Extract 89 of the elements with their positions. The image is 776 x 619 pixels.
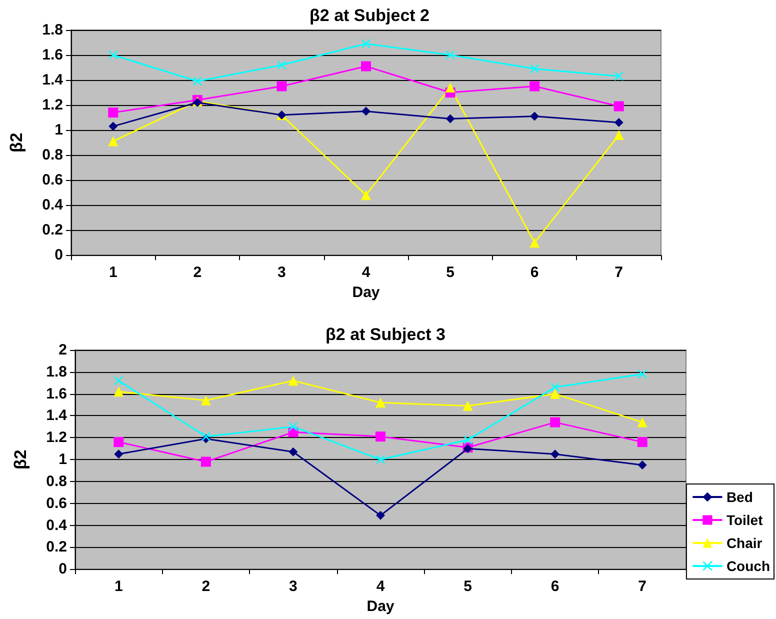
point <box>445 82 456 93</box>
point <box>362 106 370 116</box>
y-tick-label: 1.2 <box>42 96 63 114</box>
point <box>108 50 118 60</box>
x-tick-label: 5 <box>464 578 472 596</box>
point <box>638 370 647 379</box>
point <box>614 101 624 112</box>
y-tick-label: 1 <box>54 122 63 139</box>
y-tick-label: 1.4 <box>42 72 64 89</box>
x-tick-label: 2 <box>193 264 202 282</box>
y-tick-label: 1.8 <box>46 363 67 380</box>
x-tick-label: 3 <box>278 264 286 282</box>
point <box>361 61 371 72</box>
point <box>192 76 202 86</box>
point <box>200 395 211 406</box>
point <box>550 388 560 399</box>
point <box>288 447 298 456</box>
y-tick-label: 0 <box>58 560 67 578</box>
point <box>463 435 472 444</box>
point <box>114 376 124 386</box>
point <box>614 72 624 81</box>
y-tick-label: 0.8 <box>42 146 63 164</box>
point <box>530 64 540 74</box>
x-tick-label: 6 <box>530 264 539 282</box>
y-tick-label: 1.6 <box>42 46 63 64</box>
y-tick-label: 0.6 <box>46 494 67 512</box>
point <box>376 398 386 408</box>
y-tick-label: 1.4 <box>46 407 68 424</box>
point <box>550 417 560 428</box>
point <box>114 386 124 397</box>
point <box>446 114 455 124</box>
legend-label: Couch <box>726 558 770 574</box>
legend-label: Chair <box>726 535 763 551</box>
legend-label: Bed <box>726 489 753 505</box>
point <box>550 382 560 392</box>
point <box>376 510 385 520</box>
x-axis-title: Day <box>366 598 395 615</box>
x-tick-label: 6 <box>550 578 560 596</box>
y-tick-label: 1 <box>58 451 67 468</box>
point <box>550 450 560 459</box>
point <box>277 60 286 70</box>
x-tick-label: 7 <box>614 264 624 282</box>
y-tick-label: 1.8 <box>42 22 63 38</box>
point <box>462 400 473 411</box>
x-axis-title: Day <box>352 284 380 301</box>
y-tick-label: 0.2 <box>46 538 67 556</box>
point <box>288 422 298 432</box>
point <box>530 238 540 248</box>
point <box>361 190 371 200</box>
chart-title: β2 at Subject 2 <box>310 6 430 25</box>
x-tick-label: 5 <box>446 264 454 282</box>
point <box>376 432 386 442</box>
point <box>638 460 647 470</box>
point <box>362 39 370 48</box>
point <box>614 130 624 140</box>
y-tick-label: 0.2 <box>42 222 63 239</box>
y-tick-label: 0.8 <box>46 472 67 490</box>
point <box>614 118 624 128</box>
x-tick-label: 7 <box>638 578 647 596</box>
y-tick-label: 0 <box>54 246 63 264</box>
point <box>200 456 211 467</box>
point <box>108 122 118 131</box>
point <box>114 437 124 448</box>
point <box>530 81 540 92</box>
point <box>637 417 648 428</box>
y-tick-label: 1.6 <box>46 385 67 402</box>
y-axis-title: β2 <box>11 450 30 470</box>
point <box>114 450 124 459</box>
point <box>288 376 298 386</box>
y-axis-title: β2 <box>7 132 26 152</box>
x-tick-label: 4 <box>376 578 386 596</box>
y-tick-label: 0.6 <box>42 172 63 189</box>
y-tick-label: 2 <box>58 342 67 358</box>
point <box>637 437 648 448</box>
y-tick-label: 1.2 <box>46 429 67 446</box>
point <box>108 108 118 118</box>
y-tick-label: 0.4 <box>46 516 68 534</box>
y-tick-label: 0.4 <box>42 196 64 214</box>
chart-title: β2 at Subject 3 <box>326 325 446 344</box>
point <box>276 81 287 92</box>
x-tick-label: 2 <box>202 578 210 596</box>
x-tick-label: 1 <box>108 264 118 282</box>
x-tick-label: 4 <box>362 264 371 282</box>
point <box>530 112 540 121</box>
point <box>446 50 455 60</box>
point <box>108 136 118 146</box>
x-tick-label: 1 <box>114 578 123 596</box>
x-tick-label: 3 <box>289 578 298 596</box>
legend-label: Toilet <box>726 512 764 528</box>
